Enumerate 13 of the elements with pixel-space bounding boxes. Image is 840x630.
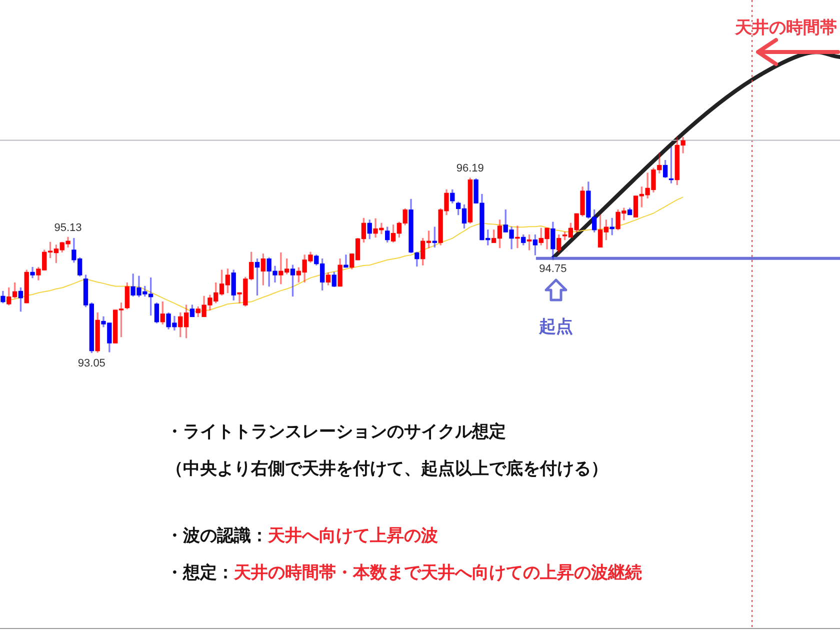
candlestick [344, 254, 348, 268]
text: ・波の認識：天井へ向けて上昇の波 [166, 526, 438, 545]
annotation: 93.05 [78, 358, 106, 370]
annotation: 起点 [539, 316, 573, 338]
text: 天井の時間帯 [735, 17, 837, 39]
annotation: 95.13 [54, 222, 82, 234]
text: （中央より右側で天井を付けて、起点以上で底を付ける） [166, 459, 608, 478]
text: ・ライトトランスレーションのサイクル想定 [166, 422, 506, 441]
annotation: 94.75 [539, 262, 567, 275]
candlestick [515, 226, 520, 248]
candlestick [610, 218, 614, 236]
annotation: 96.19 [456, 162, 484, 175]
text: ・想定：天井の時間帯・本数まで天井へ向けての上昇の波継続 [166, 563, 642, 582]
